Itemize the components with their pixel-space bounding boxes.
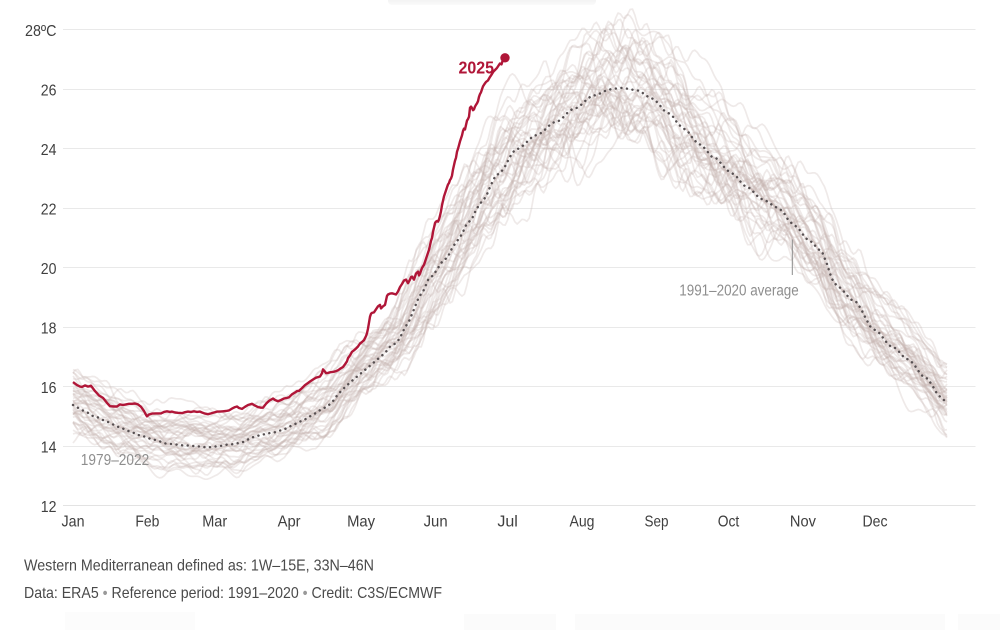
svg-text:Jun: Jun bbox=[424, 514, 448, 531]
svg-text:Feb: Feb bbox=[135, 514, 159, 531]
svg-text:1979–2022: 1979–2022 bbox=[81, 452, 150, 469]
svg-text:12: 12 bbox=[41, 499, 57, 516]
svg-text:Apr: Apr bbox=[278, 514, 302, 531]
svg-text:24: 24 bbox=[41, 142, 57, 159]
svg-text:1991–2020 average: 1991–2020 average bbox=[679, 283, 799, 300]
svg-text:Sep: Sep bbox=[645, 514, 669, 531]
svg-text:Dec: Dec bbox=[863, 514, 888, 531]
svg-text:Western Mediterranean defined: Western Mediterranean defined as: 1W–15E… bbox=[24, 558, 374, 575]
svg-text:16: 16 bbox=[41, 380, 57, 397]
svg-text:Oct: Oct bbox=[718, 514, 740, 531]
svg-text:Nov: Nov bbox=[790, 514, 816, 531]
svg-text:Data: ERA5 • Reference period:: Data: ERA5 • Reference period: 1991–2020… bbox=[24, 585, 442, 602]
svg-text:22: 22 bbox=[41, 202, 57, 219]
svg-text:14: 14 bbox=[41, 439, 57, 456]
svg-text:28ºC: 28ºC bbox=[25, 23, 57, 40]
svg-text:2025: 2025 bbox=[459, 58, 495, 78]
svg-text:Aug: Aug bbox=[570, 514, 595, 531]
svg-text:20: 20 bbox=[41, 261, 57, 278]
svg-text:18: 18 bbox=[41, 320, 57, 337]
svg-text:26: 26 bbox=[41, 83, 57, 100]
svg-text:Jan: Jan bbox=[62, 514, 85, 531]
svg-text:Mar: Mar bbox=[202, 514, 228, 531]
svg-text:Jul: Jul bbox=[497, 514, 518, 531]
svg-text:May: May bbox=[347, 514, 375, 531]
